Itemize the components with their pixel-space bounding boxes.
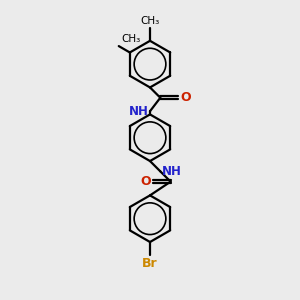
Text: Br: Br [142,257,158,270]
Text: NH: NH [129,105,149,118]
Text: O: O [140,175,151,188]
Text: CH₃: CH₃ [121,34,140,44]
Text: NH: NH [161,165,182,178]
Text: O: O [180,91,190,104]
Text: CH₃: CH₃ [140,16,160,26]
